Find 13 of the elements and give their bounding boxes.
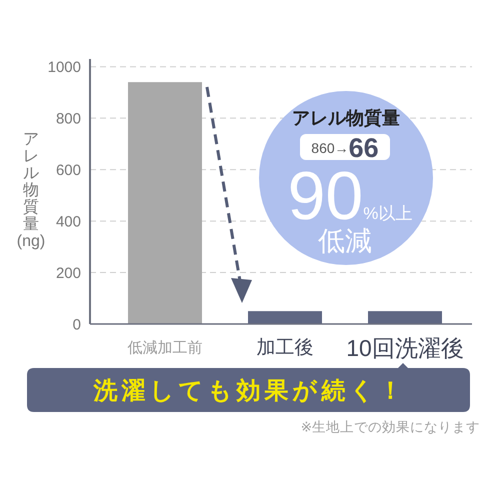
y-tick-label: 600 — [56, 162, 81, 179]
x-tick-label: 10回洗濯後 — [346, 335, 464, 361]
text: ※生地上での効果になります — [300, 420, 480, 434]
x-tick-label: 加工後 — [256, 338, 314, 358]
y-tick-label: 0 — [72, 316, 81, 334]
text: 洗濯しても効果が続く！ — [92, 378, 406, 404]
x-tick-label: 低減加工前 — [128, 340, 202, 356]
y-tick-label: 800 — [56, 110, 81, 128]
y-tick-label: 400 — [56, 213, 81, 230]
y-tick-label: 200 — [56, 264, 81, 282]
y-axis-title: アレル物質量(ng) — [16, 131, 46, 250]
annotation: アレル物質量 — [292, 108, 400, 128]
y-tick-label: 1000 — [48, 59, 81, 76]
